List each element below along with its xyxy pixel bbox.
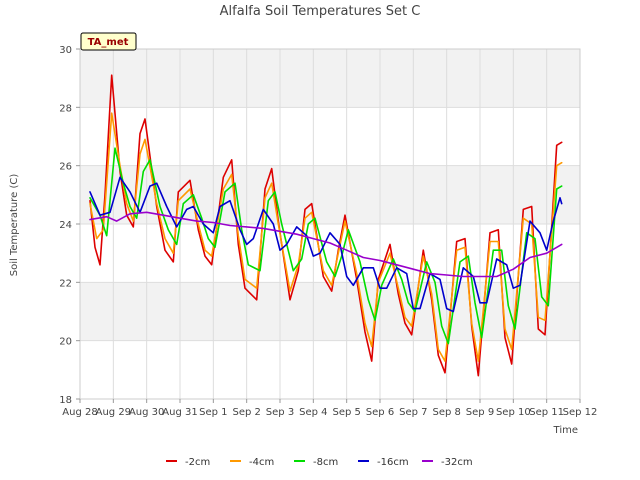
x-tick-label: Sep 4 bbox=[299, 407, 327, 418]
x-tick-label: Sep 9 bbox=[466, 407, 494, 418]
x-tick-label: Sep 3 bbox=[266, 407, 294, 418]
series-lines bbox=[89, 74, 563, 377]
legend-label: -16cm bbox=[377, 457, 409, 468]
legend-label: -4cm bbox=[249, 457, 274, 468]
y-tick-label: 18 bbox=[59, 395, 72, 406]
y-axis-ticks: 18 20 22 24 26 28 30 bbox=[59, 45, 80, 406]
y-tick-label: 20 bbox=[59, 337, 72, 348]
y-tick-label: 28 bbox=[59, 103, 72, 114]
legend-label: -32cm bbox=[441, 457, 473, 468]
chart-title: Alfalfa Soil Temperatures Set C bbox=[220, 4, 421, 19]
series-line-16cm bbox=[89, 176, 563, 313]
x-tick-label: Sep 8 bbox=[432, 407, 460, 418]
x-tick-label: Sep 7 bbox=[399, 407, 427, 418]
y-tick-label: 24 bbox=[59, 220, 72, 231]
y-tick-label: 26 bbox=[59, 162, 72, 173]
x-tick-label: Sep 1 bbox=[199, 407, 227, 418]
plot-band bbox=[80, 49, 580, 108]
x-tick-label: Aug 28 bbox=[62, 407, 97, 418]
series-line-32cm bbox=[89, 211, 563, 278]
y-axis-label: Soil Temperature (C) bbox=[9, 174, 20, 277]
legend: -2cm -4cm -8cm -16cm -32cm bbox=[166, 457, 473, 468]
plot-band bbox=[80, 282, 580, 341]
annotation-label: TA_met bbox=[88, 37, 129, 48]
x-tick-label: Aug 30 bbox=[129, 407, 164, 418]
x-tick-label: Sep 5 bbox=[332, 407, 360, 418]
annotation-box bbox=[80, 32, 137, 51]
x-axis-label: Time bbox=[553, 425, 578, 436]
x-tick-label: Sep 11 bbox=[529, 407, 564, 418]
x-tick-label: Sep 10 bbox=[496, 407, 531, 418]
legend-label: -8cm bbox=[313, 457, 338, 468]
y-tick-label: 22 bbox=[59, 278, 72, 289]
x-tick-label: Sep 12 bbox=[563, 407, 598, 418]
x-tick-label: Sep 2 bbox=[232, 407, 260, 418]
x-tick-label: Aug 29 bbox=[96, 407, 131, 418]
y-tick-label: 30 bbox=[59, 45, 72, 56]
ta-met-annotation: TA_met bbox=[80, 32, 137, 51]
series-line-4cm bbox=[89, 112, 563, 362]
series-line-8cm bbox=[89, 147, 563, 345]
x-tick-label: Aug 31 bbox=[162, 407, 197, 418]
legend-label: -2cm bbox=[185, 457, 210, 468]
x-tick-label: Sep 6 bbox=[366, 407, 394, 418]
